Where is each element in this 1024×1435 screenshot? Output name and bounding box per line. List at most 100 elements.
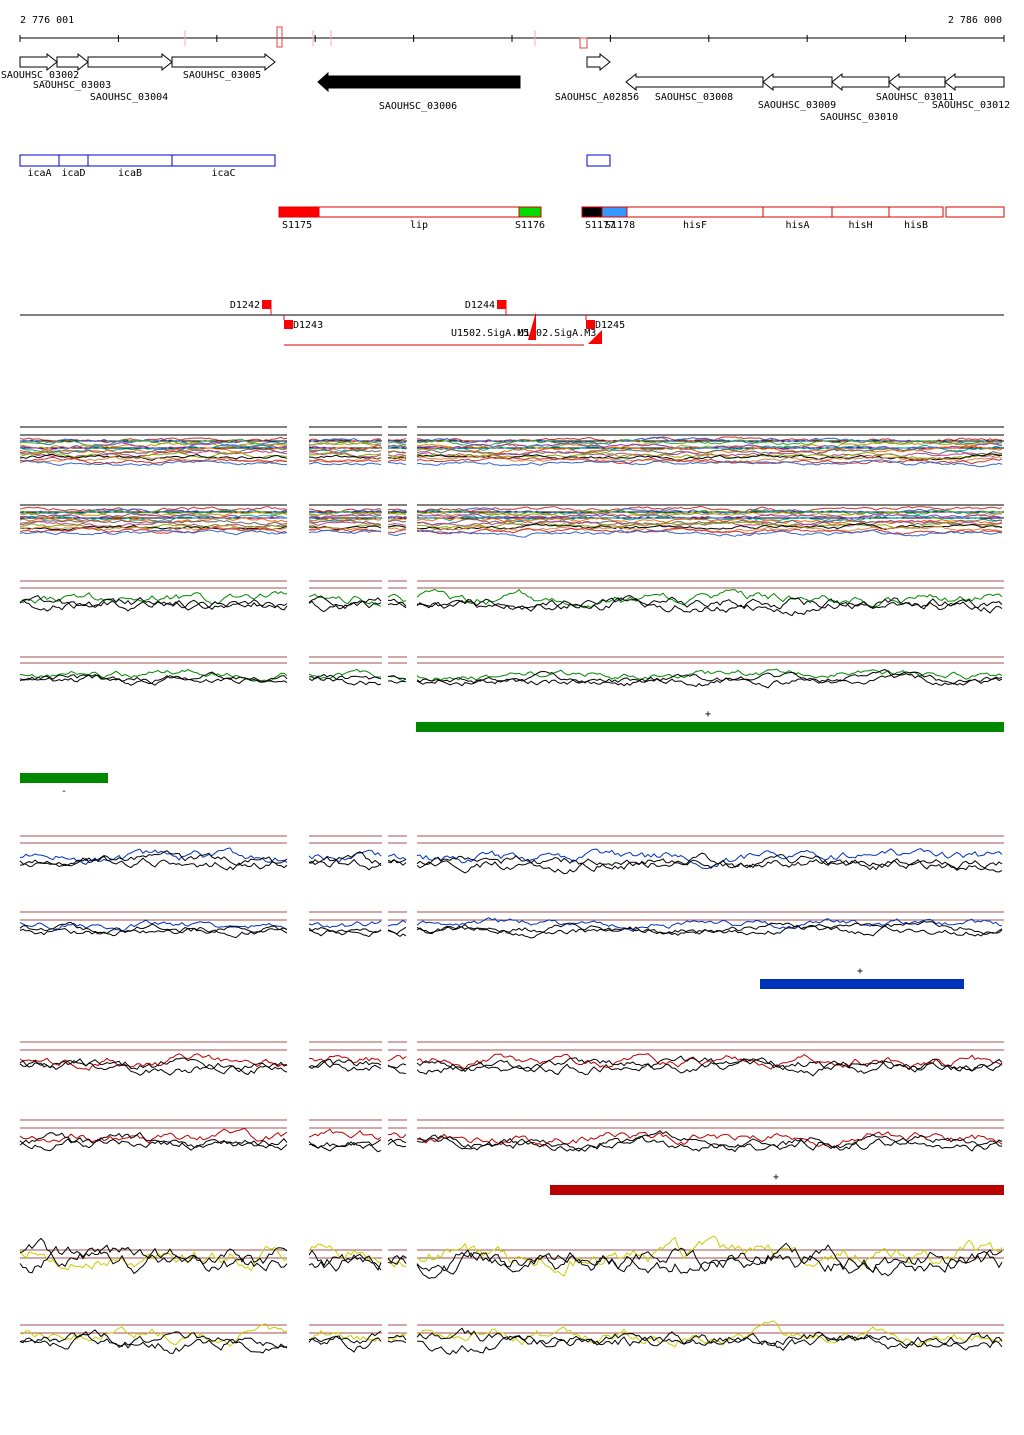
segment-block[interactable] xyxy=(626,206,764,218)
signal-line xyxy=(308,1253,382,1271)
operon-label: icaC xyxy=(211,168,235,179)
feature-marker[interactable] xyxy=(262,300,271,309)
signal-line xyxy=(416,848,1003,870)
signal-line xyxy=(308,530,381,535)
segment-block[interactable] xyxy=(518,206,542,218)
feature-marker[interactable] xyxy=(586,320,595,329)
segment-block[interactable] xyxy=(278,206,320,218)
signal-line xyxy=(19,516,288,524)
operon-block[interactable] xyxy=(586,154,611,167)
signal-line xyxy=(19,1053,288,1071)
signal-line xyxy=(19,448,288,456)
signal-line xyxy=(308,451,382,458)
coord-end: 2 786 000 xyxy=(948,15,1002,26)
feature-marker[interactable] xyxy=(497,300,506,309)
coord-start: 2 776 001 xyxy=(20,15,74,26)
signal-line xyxy=(387,509,407,513)
signal-line xyxy=(308,1128,382,1140)
segment-block[interactable] xyxy=(888,206,944,218)
signal-line xyxy=(308,1141,382,1153)
gene-arrow[interactable] xyxy=(56,52,89,72)
signal-line xyxy=(308,597,382,613)
gene-arrow[interactable] xyxy=(317,71,521,93)
signal-line xyxy=(19,1323,288,1347)
gene-arrow[interactable] xyxy=(831,72,890,92)
segment-block[interactable] xyxy=(601,206,628,218)
signal-line xyxy=(416,1327,1003,1351)
signal-line xyxy=(387,920,407,927)
signal-line xyxy=(308,452,382,458)
signal-line xyxy=(387,593,407,602)
signal-line xyxy=(416,671,1003,689)
operon-block[interactable] xyxy=(87,154,173,167)
signal-line xyxy=(387,680,407,684)
signal-line xyxy=(308,668,381,680)
signal-line xyxy=(416,507,1003,515)
signal-line xyxy=(308,926,382,934)
gene-arrow[interactable] xyxy=(762,72,833,92)
signal-line xyxy=(308,456,382,463)
gene-label: SAOUHSC_03004 xyxy=(90,92,168,103)
signal-line xyxy=(19,529,288,536)
signal-line xyxy=(19,1131,288,1151)
signal-line xyxy=(308,448,382,454)
signal-line xyxy=(19,519,288,526)
green-minus-sign: - xyxy=(61,786,67,797)
signal-line xyxy=(19,460,287,467)
signal-line xyxy=(308,920,382,929)
segment-label: hisF xyxy=(683,220,707,231)
operon-label: icaD xyxy=(61,168,85,179)
signal-line xyxy=(416,669,1003,686)
operon-block[interactable] xyxy=(19,154,60,167)
signal-line xyxy=(308,509,382,515)
segment-block[interactable] xyxy=(831,206,890,218)
signal-line xyxy=(416,597,1003,617)
segment-block[interactable] xyxy=(581,206,603,218)
signal-line xyxy=(308,593,382,607)
sig-marker xyxy=(588,330,602,344)
signal-line xyxy=(19,1245,288,1275)
operon-block[interactable] xyxy=(58,154,89,167)
gene-arrow[interactable] xyxy=(888,72,946,92)
multi-expression-track-2 xyxy=(19,504,1004,538)
signal-line xyxy=(387,523,406,526)
gene-arrow[interactable] xyxy=(171,52,276,72)
signal-line xyxy=(19,590,288,606)
signal-line xyxy=(19,441,288,450)
segment-block[interactable] xyxy=(945,206,1005,218)
signal-line xyxy=(387,1138,407,1148)
signal-line xyxy=(416,509,1003,517)
gene-arrow[interactable] xyxy=(87,52,173,72)
signal-line xyxy=(19,1330,288,1349)
signal-line xyxy=(387,1054,407,1062)
signal-line xyxy=(417,436,1003,445)
gene-arrow[interactable] xyxy=(586,52,611,72)
segment-label: S1175 xyxy=(282,220,312,231)
signal-line xyxy=(387,533,406,537)
feature-track: U1502.SigA.M5 U1502.SigA.M3 D1242 D1243 D1… xyxy=(20,300,1004,346)
feature-marker[interactable] xyxy=(284,320,293,329)
signal-line xyxy=(387,1254,407,1264)
segment-block[interactable] xyxy=(762,206,833,218)
gene-arrow[interactable] xyxy=(19,52,58,72)
signal-line xyxy=(387,853,407,860)
feature-label: D1242 xyxy=(230,300,260,311)
signal-line xyxy=(387,515,407,519)
yellow-track-lower xyxy=(19,1320,1004,1355)
signal-line xyxy=(387,454,407,457)
signal-line xyxy=(416,525,1003,534)
operon-block[interactable] xyxy=(171,154,276,167)
signal-line xyxy=(387,527,407,531)
signal-line xyxy=(19,1245,288,1272)
segment-block[interactable] xyxy=(318,206,520,218)
sig-marker xyxy=(528,312,536,340)
gene-arrow[interactable] xyxy=(944,72,1005,92)
gene-arrow[interactable] xyxy=(625,72,764,92)
signal-line xyxy=(308,1335,382,1353)
segment-label: hisH xyxy=(848,220,872,231)
signal-line xyxy=(416,852,1003,873)
signal-line xyxy=(308,1058,382,1069)
signal-line xyxy=(416,917,1003,932)
